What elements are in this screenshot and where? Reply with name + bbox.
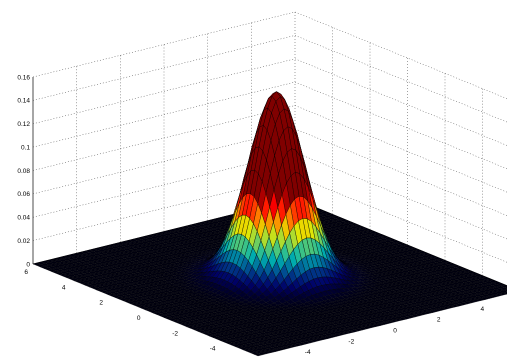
- z-gridline-right-wall: [294, 35, 507, 123]
- z-tick-label: 0.04: [17, 215, 30, 222]
- z-gridline-right-wall: [294, 128, 507, 216]
- x-tick-label: 0: [393, 328, 397, 335]
- x-tick-label: -4: [305, 349, 311, 356]
- z-tick-label: 0.08: [17, 168, 30, 175]
- z-gridline-right-wall: [294, 81, 507, 170]
- x-tick-label: 4: [480, 306, 484, 313]
- y-tick-label: 2: [99, 300, 103, 307]
- y-tick-label: 0: [137, 315, 141, 322]
- surface-mesh: [32, 91, 507, 357]
- z-gridline-right-wall: [294, 58, 507, 146]
- tick-labels: 00.020.040.060.080.10.120.140.16-6-4-202…: [17, 74, 484, 356]
- y-tick-label: 6: [24, 269, 28, 276]
- z-tick-label: 0.16: [17, 74, 30, 81]
- z-tick-label: 0: [26, 261, 30, 268]
- y-tick-label: -2: [172, 330, 178, 337]
- wall-top-edge-right: [294, 11, 507, 99]
- x-tick-label: 2: [437, 317, 441, 324]
- z-tick-label: 0.14: [17, 98, 30, 105]
- x-tick-label: -2: [348, 338, 354, 345]
- y-tick-label: 4: [62, 284, 66, 291]
- surface-facet: [253, 353, 263, 357]
- z-tick-label: 0.1: [21, 144, 30, 151]
- z-tick-label: 0.06: [17, 191, 30, 198]
- z-gridline-right-wall: [294, 105, 507, 193]
- z-tick-label: 0.02: [17, 238, 30, 245]
- y-tick-label: -4: [210, 346, 216, 353]
- z-tick-label: 0.12: [17, 121, 30, 128]
